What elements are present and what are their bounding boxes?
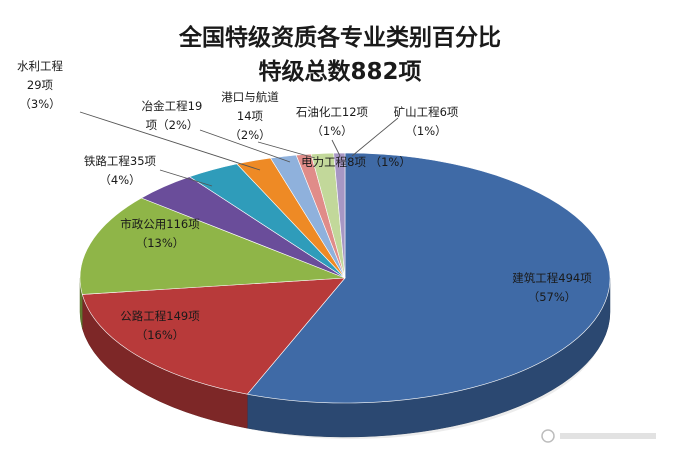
pie-labels: 建筑工程494项 （57%） 公路工程149项 （16%） 市政公用116项 （13%） 电… — [17, 59, 592, 342]
leader-line — [331, 139, 341, 157]
slice-label-municipal: （13%） — [136, 236, 185, 250]
slice-label-water: （3%） — [19, 97, 60, 111]
slice-label-highway: （16%） — [136, 328, 185, 342]
slice-label-construction: 建筑工程494项 — [512, 271, 592, 285]
leader-line — [159, 169, 213, 187]
slice-label-highway: 公路工程149项 — [120, 309, 200, 323]
slice-label-metallurgy: 项（2%） — [146, 118, 199, 132]
slice-label-municipal: 市政公用116项 — [120, 217, 200, 231]
slice-label-mining: （1%） — [405, 124, 446, 138]
pie-top — [79, 152, 611, 404]
pie-slice — [79, 197, 346, 295]
slice-label-mining: 矿山工程6项 — [394, 105, 459, 119]
pie-slice — [333, 152, 346, 279]
watermark-icon — [541, 429, 656, 443]
slice-label-railway: （4%） — [99, 173, 140, 187]
slice-label-petrochem: 石油化工12项 — [296, 105, 369, 119]
slice-label-construction: （57%） — [528, 290, 577, 304]
leader-line — [199, 129, 291, 163]
slice-label-port: 港口与航道 — [221, 90, 279, 104]
pie-slice — [246, 152, 611, 404]
slice-label-metallurgy: 冶金工程19 — [142, 99, 203, 113]
leader-line — [351, 117, 399, 157]
slice-label-power: 电力工程8项 （1%） — [301, 155, 411, 169]
leader-line — [257, 141, 316, 159]
slice-label-port: 14项 — [237, 109, 264, 123]
pie-slice — [81, 277, 346, 395]
leader-line — [79, 111, 261, 171]
slice-label-water: 水利工程 — [17, 59, 63, 73]
chart-title: 全国特级资质各专业类别百分比 — [179, 25, 501, 51]
chart-subtitle: 特级总数882项 — [258, 59, 422, 85]
slice-label-railway: 铁路工程35项 — [84, 154, 157, 168]
slice-label-port: （2%） — [229, 128, 270, 142]
slice-label-petrochem: （1%） — [311, 124, 352, 138]
slice-label-water: 29项 — [27, 78, 54, 92]
